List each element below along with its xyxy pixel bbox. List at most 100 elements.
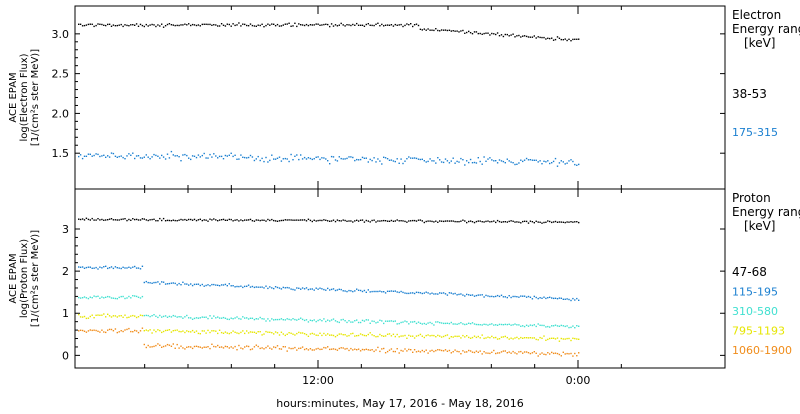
data-point [180, 345, 182, 347]
data-point [155, 315, 157, 317]
data-point [512, 162, 514, 164]
data-point [498, 323, 501, 326]
data-point [168, 315, 171, 318]
data-point [549, 353, 551, 355]
data-point [408, 24, 410, 26]
data-point [379, 319, 381, 321]
data-point [373, 219, 375, 221]
data-point [531, 159, 534, 161]
data-point [319, 348, 321, 351]
data-point [139, 330, 142, 332]
data-point [350, 321, 352, 323]
data-point [307, 335, 310, 337]
data-point [149, 329, 151, 331]
data-point [352, 156, 354, 159]
data-point [506, 158, 508, 160]
data-point [386, 290, 389, 292]
data-point [412, 292, 414, 294]
data-point [552, 297, 555, 300]
data-point [197, 24, 200, 26]
data-point [132, 218, 134, 220]
data-point [209, 315, 211, 317]
data-point [458, 161, 460, 163]
data-point [522, 352, 524, 354]
data-point [114, 315, 117, 317]
data-point [523, 159, 526, 161]
data-point [280, 348, 283, 350]
data-point [527, 222, 530, 224]
data-point [556, 337, 559, 339]
data-point [551, 325, 553, 327]
data-point [319, 158, 321, 161]
data-point [321, 334, 323, 337]
data-point [203, 23, 205, 25]
data-point [193, 24, 196, 26]
data-point [446, 160, 449, 162]
data-point [161, 154, 163, 157]
data-point [122, 25, 124, 28]
data-point [116, 316, 118, 318]
data-point [191, 23, 194, 26]
data-point [452, 336, 454, 338]
data-point [128, 295, 130, 298]
data-point [184, 283, 186, 285]
data-point [147, 25, 149, 27]
data-point [91, 217, 93, 220]
data-point [91, 329, 93, 332]
data-point [386, 24, 389, 26]
data-point [549, 220, 551, 223]
data-point [143, 156, 145, 158]
data-point [344, 334, 346, 336]
data-point [537, 297, 539, 300]
data-point [209, 285, 211, 287]
data-point [218, 346, 221, 348]
data-point [259, 347, 261, 350]
data-point [112, 219, 115, 221]
data-point [242, 348, 244, 350]
data-point [510, 161, 512, 163]
data-point [255, 318, 257, 320]
data-point [249, 23, 252, 25]
data-point [195, 156, 198, 159]
data-point [265, 285, 267, 287]
data-point [469, 32, 472, 34]
data-point [533, 324, 535, 326]
data-point [371, 334, 373, 336]
series-47-68 [78, 217, 580, 224]
data-point [276, 23, 279, 26]
data-point [166, 219, 169, 222]
data-point [161, 23, 163, 25]
data-point [456, 294, 458, 296]
data-point [460, 220, 462, 222]
data-point [549, 337, 551, 340]
data-point [572, 38, 574, 41]
data-point [556, 298, 559, 300]
data-point [269, 159, 271, 162]
data-point [263, 287, 265, 289]
data-point [126, 316, 128, 319]
data-point [338, 347, 340, 350]
data-point [164, 25, 167, 27]
data-point [512, 324, 514, 326]
data-point [500, 323, 503, 326]
data-point [483, 32, 485, 35]
data-point [556, 36, 559, 38]
data-point [431, 29, 433, 31]
data-point [246, 219, 248, 221]
data-point [159, 157, 161, 159]
data-point [132, 24, 134, 26]
data-point [103, 154, 105, 156]
data-point [155, 281, 157, 284]
data-point [554, 297, 557, 299]
data-point [101, 155, 103, 157]
data-point [383, 219, 385, 222]
data-point [321, 288, 323, 290]
data-point [336, 160, 339, 162]
data-point [485, 352, 487, 354]
y-tick-label: 3 [62, 223, 69, 236]
data-point [485, 323, 487, 326]
data-point [384, 320, 387, 322]
data-point [114, 155, 117, 157]
data-point [381, 335, 383, 337]
data-point [359, 289, 362, 292]
